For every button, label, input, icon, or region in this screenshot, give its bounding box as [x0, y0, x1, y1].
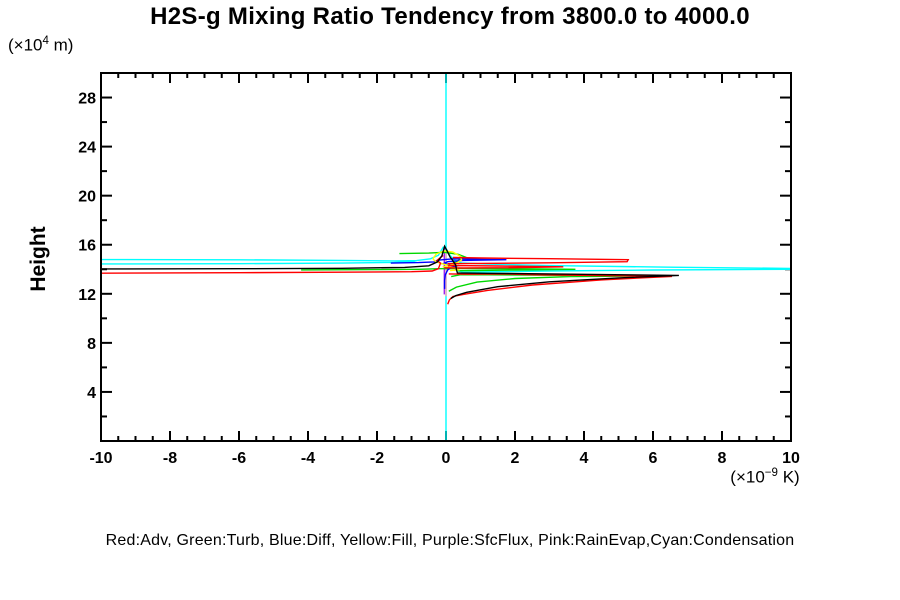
y-units-prefix: (×10 [8, 35, 43, 55]
legend-caption: Red:Adv, Green:Turb, Blue:Diff, Yellow:F… [105, 532, 795, 549]
x-tick-label-5: 0 [442, 450, 451, 467]
x-units-prefix: (×10 [730, 467, 765, 487]
series-condensation-path-2 [101, 259, 417, 265]
y-tick-label-1: 8 [87, 336, 96, 353]
y-tick-label-3: 16 [78, 238, 96, 255]
chart-title: H2S-g Mixing Ratio Tendency from 3800.0 … [150, 3, 750, 30]
y-tick-label-4: 20 [78, 189, 96, 206]
y-units-suffix: m) [48, 35, 74, 55]
x-tick-label-10: 10 [782, 450, 800, 467]
x-tick-label-3: -4 [301, 450, 315, 467]
series-diff [390, 258, 507, 289]
x-tick-label-0: -10 [89, 450, 112, 467]
y-units-exponent: 4 [42, 35, 49, 47]
x-tick-label-7: 4 [580, 450, 589, 467]
x-tick-label-4: -2 [370, 450, 384, 467]
x-tick-label-2: -6 [232, 450, 246, 467]
series-turb-path-1 [301, 267, 576, 272]
x-tick-label-9: 8 [718, 450, 727, 467]
series-adv-path-1 [444, 264, 564, 269]
x-tick-label-6: 2 [511, 450, 520, 467]
x-tick-label-8: 6 [649, 450, 658, 467]
series-total [101, 244, 679, 300]
y-axis-units-label: (×104 m) [8, 35, 73, 56]
y-tick-label-2: 12 [78, 287, 96, 304]
x-units-suffix: K) [777, 467, 800, 487]
series-condensation [101, 73, 791, 441]
x-axis-units-label: (×10−9 K) [698, 467, 832, 488]
series-total-path-0 [101, 244, 679, 300]
x-tick-label-1: -8 [163, 450, 177, 467]
series-turb-path-0 [399, 251, 467, 265]
series-diff-path-0 [390, 258, 507, 289]
y-tick-label-0: 4 [87, 385, 96, 402]
axis-box [100, 72, 792, 442]
series-adv-path-2 [447, 256, 630, 265]
y-tick-label-6: 28 [78, 91, 96, 108]
y-tick-label-5: 24 [78, 140, 96, 157]
x-units-exponent: −9 [764, 467, 778, 479]
